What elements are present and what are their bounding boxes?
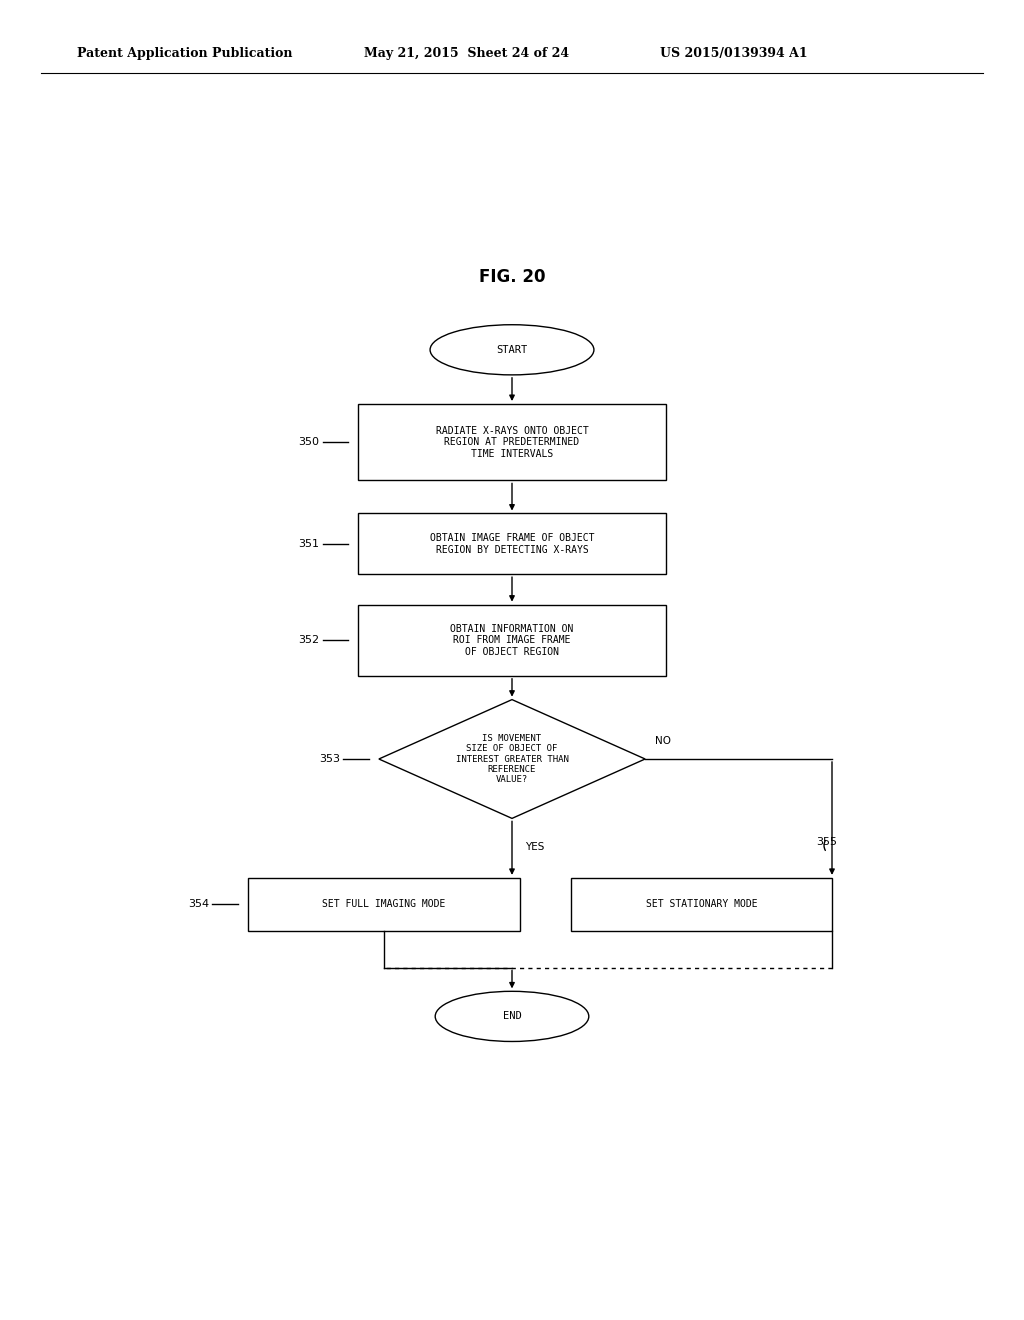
Text: 353: 353 bbox=[318, 754, 340, 764]
Text: 355: 355 bbox=[816, 837, 838, 847]
Text: START: START bbox=[497, 345, 527, 355]
Text: 351: 351 bbox=[298, 539, 319, 549]
Text: NO: NO bbox=[655, 735, 672, 746]
Text: OBTAIN IMAGE FRAME OF OBJECT
REGION BY DETECTING X-RAYS: OBTAIN IMAGE FRAME OF OBJECT REGION BY D… bbox=[430, 533, 594, 554]
Text: Patent Application Publication: Patent Application Publication bbox=[77, 46, 292, 59]
Bar bbox=[358, 605, 666, 676]
Text: SET STATIONARY MODE: SET STATIONARY MODE bbox=[645, 899, 758, 909]
Text: 354: 354 bbox=[188, 899, 209, 909]
Bar bbox=[248, 878, 520, 931]
Text: OBTAIN INFORMATION ON
ROI FROM IMAGE FRAME
OF OBJECT REGION: OBTAIN INFORMATION ON ROI FROM IMAGE FRA… bbox=[451, 623, 573, 657]
Text: IS MOVEMENT
SIZE OF OBJECT OF
INTEREST GREATER THAN
REFERENCE
VALUE?: IS MOVEMENT SIZE OF OBJECT OF INTEREST G… bbox=[456, 734, 568, 784]
Text: May 21, 2015  Sheet 24 of 24: May 21, 2015 Sheet 24 of 24 bbox=[364, 46, 568, 59]
Bar bbox=[358, 404, 666, 480]
Bar bbox=[358, 513, 666, 574]
Text: US 2015/0139394 A1: US 2015/0139394 A1 bbox=[660, 46, 808, 59]
Text: SET FULL IMAGING MODE: SET FULL IMAGING MODE bbox=[323, 899, 445, 909]
Text: 350: 350 bbox=[298, 437, 319, 447]
Text: RADIATE X-RAYS ONTO OBJECT
REGION AT PREDETERMINED
TIME INTERVALS: RADIATE X-RAYS ONTO OBJECT REGION AT PRE… bbox=[435, 425, 589, 459]
Text: YES: YES bbox=[525, 842, 545, 853]
Text: 352: 352 bbox=[298, 635, 319, 645]
Bar bbox=[571, 878, 833, 931]
Text: END: END bbox=[503, 1011, 521, 1022]
Text: FIG. 20: FIG. 20 bbox=[479, 268, 545, 286]
